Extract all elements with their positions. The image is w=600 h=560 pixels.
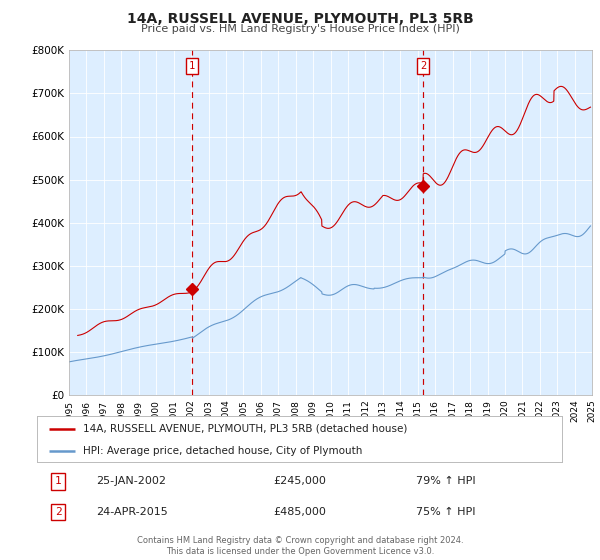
Text: 1: 1 [55,477,62,486]
Text: 2: 2 [420,61,427,71]
Text: 79% ↑ HPI: 79% ↑ HPI [416,477,476,486]
Text: 75% ↑ HPI: 75% ↑ HPI [416,507,476,517]
Text: Price paid vs. HM Land Registry's House Price Index (HPI): Price paid vs. HM Land Registry's House … [140,24,460,34]
Text: 2: 2 [55,507,62,517]
Text: 14A, RUSSELL AVENUE, PLYMOUTH, PL3 5RB (detached house): 14A, RUSSELL AVENUE, PLYMOUTH, PL3 5RB (… [83,424,408,434]
Text: HPI: Average price, detached house, City of Plymouth: HPI: Average price, detached house, City… [83,446,363,455]
Text: 24-APR-2015: 24-APR-2015 [96,507,167,517]
Text: £485,000: £485,000 [273,507,326,517]
Text: £245,000: £245,000 [273,477,326,486]
Text: 14A, RUSSELL AVENUE, PLYMOUTH, PL3 5RB: 14A, RUSSELL AVENUE, PLYMOUTH, PL3 5RB [127,12,473,26]
Text: Contains HM Land Registry data © Crown copyright and database right 2024.
This d: Contains HM Land Registry data © Crown c… [137,536,463,556]
Text: 1: 1 [189,61,196,71]
Text: 25-JAN-2002: 25-JAN-2002 [97,477,167,486]
